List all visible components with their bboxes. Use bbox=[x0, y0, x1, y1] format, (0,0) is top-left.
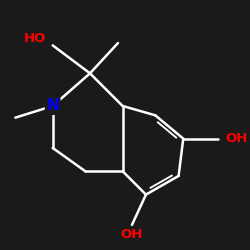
Text: HO: HO bbox=[23, 32, 46, 45]
Text: OH: OH bbox=[225, 132, 248, 145]
Text: N: N bbox=[46, 98, 59, 114]
Text: OH: OH bbox=[121, 228, 143, 241]
